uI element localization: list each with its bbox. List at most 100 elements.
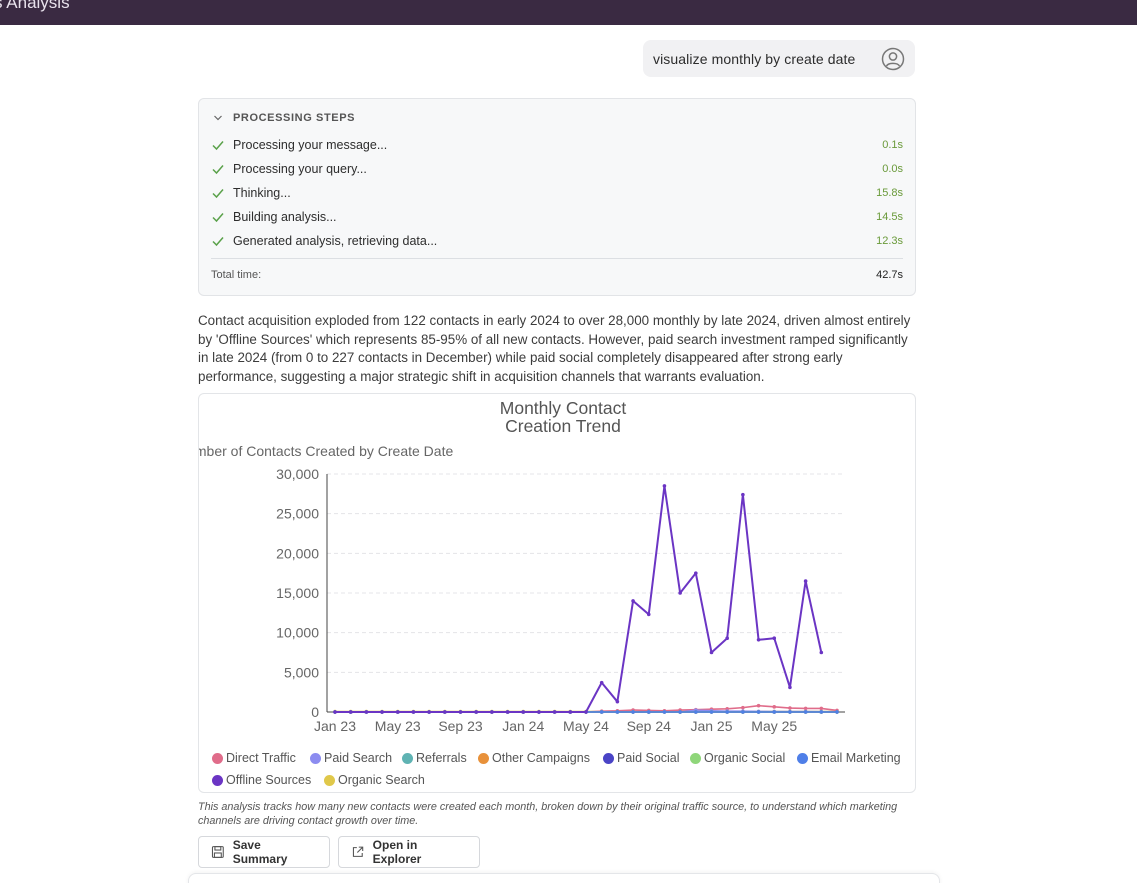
- x-tick-label: Jan 24: [502, 718, 544, 734]
- data-point: [772, 710, 777, 714]
- data-point: [599, 710, 604, 714]
- data-point: [364, 710, 369, 714]
- step-time: 0.0s: [882, 163, 903, 175]
- open-in-explorer-button[interactable]: Open in Explorer: [338, 836, 480, 868]
- data-point: [568, 710, 573, 714]
- data-point: [521, 710, 526, 714]
- user-message-text: visualize monthly by create date: [653, 50, 856, 67]
- data-point: [772, 636, 777, 641]
- x-tick-label: Jan 25: [690, 718, 732, 734]
- divider: [211, 258, 903, 259]
- step-label: Processing your query...: [233, 162, 367, 176]
- data-point: [615, 710, 620, 714]
- data-point: [741, 710, 745, 714]
- data-point: [505, 710, 510, 714]
- save-summary-label: Save Summary: [232, 838, 288, 866]
- data-point: [788, 706, 792, 710]
- data-point: [395, 710, 400, 714]
- check-icon: [212, 165, 224, 175]
- total-time-label: Total time:: [211, 269, 262, 281]
- y-tick-label: 15,000: [276, 585, 319, 601]
- legend-label: Paid Social: [617, 751, 680, 765]
- data-point: [646, 612, 651, 617]
- external-link-icon: [352, 846, 364, 857]
- processing-step: Building analysis... 14.5s: [211, 207, 903, 227]
- legend-label: Referrals: [416, 751, 467, 765]
- data-point: [756, 638, 761, 642]
- save-icon: [211, 846, 224, 858]
- legend-item[interactable]: Direct Traffic: [212, 751, 296, 765]
- data-point: [725, 710, 729, 714]
- x-tick-label: Jan 23: [314, 718, 356, 734]
- legend-item[interactable]: Paid Social: [603, 751, 680, 765]
- user-message-bubble: visualize monthly by create date: [643, 40, 915, 77]
- legend-item[interactable]: Offline Sources: [212, 773, 311, 787]
- data-point: [631, 599, 635, 603]
- chart-card: Monthly Contact Creation Trend Number of…: [198, 393, 916, 793]
- analysis-caption: This analysis tracks how many new contac…: [198, 801, 898, 827]
- app-title: s Analysis: [0, 0, 70, 12]
- processing-step: Thinking... 15.8s: [211, 183, 903, 203]
- user-avatar-icon: [881, 47, 905, 71]
- step-time: 15.8s: [876, 187, 903, 199]
- legend-item[interactable]: Referrals: [402, 751, 467, 765]
- x-tick-label: May 23: [375, 718, 421, 734]
- legend-swatch: [690, 752, 701, 764]
- legend-label: Direct Traffic: [226, 751, 296, 765]
- step-time: 14.5s: [876, 211, 903, 223]
- legend-swatch: [478, 752, 489, 764]
- data-point: [584, 710, 588, 714]
- legend-label: Organic Search: [338, 773, 425, 787]
- data-point: [615, 699, 620, 704]
- data-point: [835, 710, 839, 714]
- data-point: [380, 710, 384, 714]
- legend-item[interactable]: Email Marketing: [797, 751, 901, 765]
- data-point: [756, 710, 761, 714]
- step-label: Generated analysis, retrieving data...: [233, 234, 438, 248]
- line-chart: 0 5,000 10,000 15,000 20,000 25,000 30,000 Jan …: [276, 466, 845, 734]
- next-message-panel: [188, 873, 940, 883]
- data-point: [631, 710, 635, 714]
- data-point: [819, 710, 824, 714]
- step-time: 0.1s: [882, 139, 903, 151]
- legend-label: Email Marketing: [811, 751, 901, 765]
- chart-title-line: Creation Trend: [505, 416, 621, 436]
- legend-label: Other Campaigns: [492, 751, 590, 765]
- data-point: [819, 650, 824, 655]
- data-point: [662, 710, 667, 714]
- processing-step: Processing your query... 0.0s: [211, 159, 903, 179]
- data-point: [599, 680, 604, 685]
- legend-swatch: [324, 774, 335, 786]
- y-tick-label: 0: [311, 704, 319, 720]
- data-point: [458, 710, 463, 714]
- chevron-down-icon: [214, 115, 222, 121]
- series-line: [335, 484, 823, 713]
- legend-item[interactable]: Paid Search: [310, 751, 392, 765]
- legend-swatch: [603, 752, 614, 764]
- legend-swatch: [310, 752, 321, 764]
- legend-item[interactable]: Organic Search: [324, 773, 425, 787]
- y-tick-label: 5,000: [284, 664, 319, 680]
- save-summary-button[interactable]: Save Summary: [198, 836, 330, 868]
- data-point: [819, 706, 824, 711]
- chart-title: Monthly Contact Creation Trend: [199, 398, 915, 436]
- legend-label: Organic Social: [704, 751, 786, 765]
- chart-title-line: Monthly Contact: [499, 398, 627, 418]
- y-tick-label: 10,000: [276, 625, 319, 641]
- processing-steps-toggle[interactable]: PROCESSING STEPS: [213, 112, 355, 124]
- data-point: [678, 710, 682, 714]
- data-point: [788, 685, 792, 690]
- legend-item[interactable]: Organic Social: [690, 751, 785, 765]
- y-tick-label: 20,000: [276, 545, 319, 561]
- check-icon: [212, 213, 224, 223]
- data-point: [803, 706, 808, 711]
- legend-label: Paid Search: [324, 751, 393, 765]
- legend-swatch: [212, 774, 223, 786]
- step-label: Processing your message...: [233, 138, 388, 152]
- legend-swatch: [797, 752, 808, 764]
- y-tick-label: 25,000: [276, 506, 319, 522]
- processing-steps-panel: PROCESSING STEPS Processing your message…: [198, 98, 916, 296]
- step-time: 12.3s: [876, 235, 903, 247]
- total-time-value: 42.7s: [876, 269, 903, 281]
- legend-item[interactable]: Other Campaigns: [478, 751, 590, 765]
